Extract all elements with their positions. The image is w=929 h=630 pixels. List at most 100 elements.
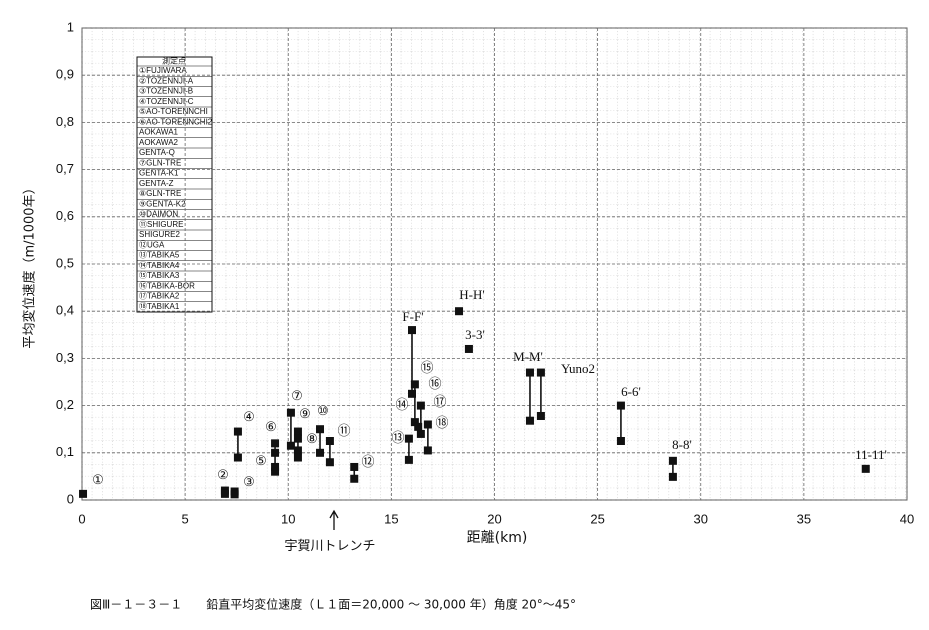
y-tick-label: 0,3 — [56, 350, 74, 365]
legend-entry: GENTA-Q — [139, 148, 175, 157]
legend-entry: AOKAWA1 — [139, 128, 179, 137]
x-tick-label: 40 — [900, 511, 914, 526]
annotation: ⑧ — [306, 431, 318, 446]
x-tick-label: 30 — [694, 511, 708, 526]
point — [616, 401, 625, 410]
annotation: Yuno2 — [561, 361, 595, 376]
y-axis-label: 平均変位速度（m/1000年） — [22, 181, 38, 348]
point — [404, 455, 413, 464]
point — [416, 401, 425, 410]
caption: 図Ⅲ－１－３－１ 鉛直平均変位速度（Ｌ１面＝20,000 ～ 30,000 年）… — [90, 597, 576, 612]
point — [416, 429, 425, 438]
x-tick-label: 15 — [384, 511, 398, 526]
annotation: M-M' — [513, 349, 543, 364]
point — [271, 448, 280, 457]
point — [286, 441, 295, 450]
legend-entry: ⑭TABIKA4 — [139, 261, 180, 270]
y-tick-label: 0,9 — [56, 67, 74, 82]
point — [536, 368, 545, 377]
point — [408, 389, 416, 398]
point — [325, 437, 334, 445]
point — [464, 344, 473, 353]
point — [423, 446, 432, 455]
annotation: 11-11' — [855, 447, 887, 462]
point — [455, 307, 464, 316]
point — [410, 380, 419, 389]
point — [271, 439, 280, 448]
annotation: ⑫ — [361, 454, 374, 469]
point — [233, 427, 242, 436]
legend-entry: ①FUJIWARA — [139, 66, 187, 75]
annotation: ③ — [243, 474, 255, 489]
legend-entry: ⑧GLN-TRE — [139, 189, 181, 198]
point — [293, 434, 302, 443]
annotation: ⑮ — [420, 360, 433, 375]
x-tick-label: 5 — [182, 511, 189, 526]
point — [536, 411, 545, 420]
legend-entry: ⑥AO-TORENNCHI2 — [139, 117, 213, 126]
point — [350, 474, 359, 483]
point — [286, 408, 295, 417]
annotation: ⑬ — [391, 430, 404, 445]
legend-entry: SHIGURE2 — [139, 230, 180, 239]
point — [293, 427, 302, 436]
x-tick-label: 20 — [487, 511, 501, 526]
point — [293, 446, 302, 455]
trench-arrow — [329, 509, 339, 530]
annotation: 3-3' — [465, 327, 485, 342]
point — [668, 456, 677, 465]
point — [350, 462, 359, 471]
legend-entry: ⑯TABIKA-BOR — [139, 281, 195, 290]
point — [525, 368, 534, 377]
annotation: 6-6' — [621, 384, 641, 399]
legend-entry: ⑪SHIGURE — [139, 220, 183, 229]
legend-entry: ②TOZENNJI-A — [139, 76, 194, 85]
x-axis-label: 距離(km) — [467, 529, 528, 546]
legend-entry: ⑮TABIKA3 — [139, 271, 180, 280]
annotation: ② — [217, 467, 229, 482]
point — [408, 326, 416, 335]
annotation: ⑱ — [435, 415, 448, 430]
legend-title: 測定点 — [162, 56, 186, 66]
point — [316, 425, 325, 434]
legend-entry: ⑬TABIKA5 — [139, 251, 180, 260]
legend-entry: ⑰TABIKA2 — [139, 292, 180, 301]
point — [423, 420, 432, 429]
point — [410, 418, 419, 427]
y-tick-label: 0,1 — [56, 444, 74, 459]
annotation: 宇賀川トレンチ — [284, 538, 375, 553]
annotation: ⑨ — [299, 406, 311, 421]
y-tick-label: 0,2 — [56, 397, 74, 412]
legend-entry: ⑩DAIMON — [139, 210, 178, 219]
y-tick-label: 0,6 — [56, 208, 74, 223]
x-tick-label: 35 — [797, 511, 811, 526]
point — [404, 434, 413, 443]
legend-entry: ⑫UGA — [139, 240, 165, 249]
legend-entry: ⑱TABIKA1 — [139, 302, 180, 311]
annotation: ④ — [243, 409, 255, 424]
legend-entry: ⑦GLN-TRE — [139, 158, 181, 167]
point — [616, 437, 625, 445]
point — [271, 467, 280, 476]
point — [316, 448, 325, 457]
legend-box — [136, 56, 213, 313]
point — [79, 489, 88, 498]
x-tick-label: 25 — [590, 511, 604, 526]
legend-entry: ③TOZENNJI-B — [139, 87, 193, 96]
annotation: ⑭ — [395, 397, 408, 412]
point — [861, 464, 870, 473]
x-tick-label: 0 — [78, 511, 85, 526]
point — [525, 416, 534, 425]
annotation: ⑰ — [433, 394, 446, 409]
annotation: 8-8' — [672, 437, 692, 452]
y-tick-label: 0,4 — [56, 303, 74, 318]
legend-entry: ④TOZENNJI-C — [139, 97, 194, 106]
point — [220, 489, 229, 498]
legend-entry: GENTA-Z — [139, 179, 174, 188]
annotation: H-H' — [459, 287, 484, 302]
annotation: F-F' — [402, 309, 423, 324]
y-tick-label: 1 — [67, 19, 74, 34]
point — [325, 458, 334, 467]
